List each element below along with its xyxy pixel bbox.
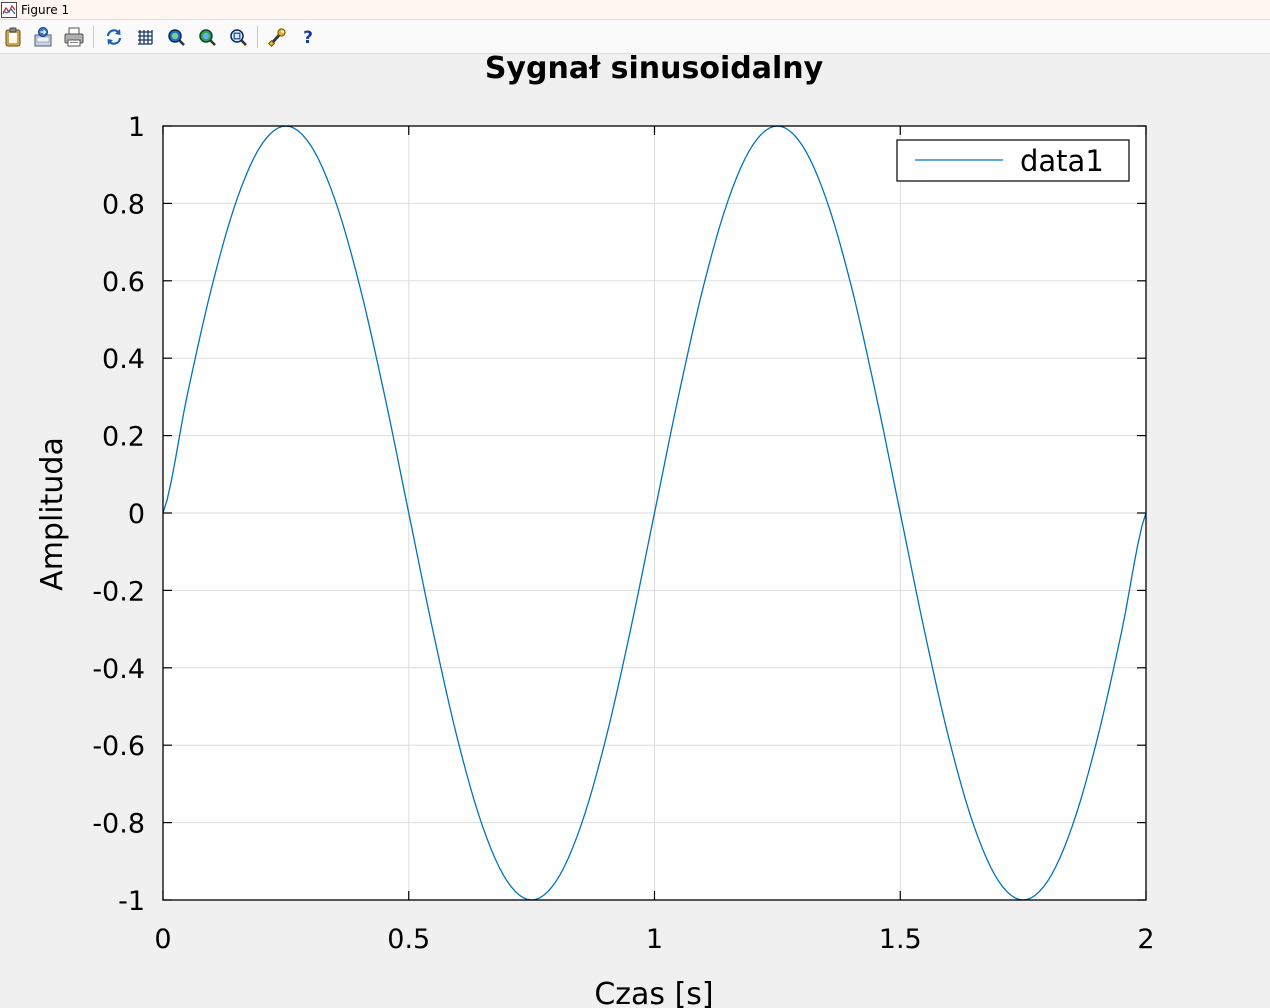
toolbar-separator — [257, 26, 258, 48]
y-tick-label: 1 — [128, 112, 145, 143]
zoom-in-icon[interactable] — [165, 26, 187, 48]
x-tick-label: 1 — [646, 924, 663, 955]
window-titlebar: Figure 1 — [0, 0, 1270, 20]
chart-title: Sygnał sinusoidalny — [485, 54, 824, 86]
window-title: Figure 1 — [21, 3, 70, 17]
y-tick-label: -0.4 — [92, 654, 145, 685]
x-axis-label: Czas [s] — [594, 977, 713, 1008]
figure-toolbar: ? — [0, 20, 1270, 54]
copy-clipboard-icon[interactable] — [2, 26, 24, 48]
y-tick-label: -0.6 — [92, 731, 145, 762]
print-icon[interactable] — [63, 26, 85, 48]
y-tick-label: -0.2 — [92, 576, 145, 607]
tick-marks — [162, 125, 1147, 901]
svg-text:?: ? — [303, 28, 313, 48]
y-tick-label: 0.6 — [102, 267, 145, 298]
y-axis-tick-labels: 1 0.8 0.6 0.4 0.2 0 -0.2 -0.4 -0.6 -0.8 -1 — [92, 112, 145, 917]
y-tick-label: 0.8 — [102, 189, 145, 220]
series-line-data1 — [162, 125, 1147, 901]
line-chart[interactable]: Sygnał sinusoidalny 0 0.5 1 1.5 2 1 0.8 0.6 0.4… — [0, 54, 1270, 1008]
y-tick-label: 0 — [128, 499, 145, 530]
properties-wrench-icon[interactable] — [266, 26, 288, 48]
autoscale-icon[interactable] — [227, 26, 249, 48]
x-tick-label: 1.5 — [879, 924, 922, 955]
figure-icon — [1, 2, 17, 18]
y-axis-label: Amplituda — [35, 437, 70, 591]
y-tick-label: 0.4 — [102, 344, 145, 375]
x-tick-label: 0 — [154, 924, 171, 955]
y-tick-label: -0.8 — [92, 809, 145, 840]
legend-entry-label: data1 — [1020, 144, 1104, 178]
toolbar-separator — [93, 26, 94, 48]
help-icon[interactable]: ? — [297, 26, 319, 48]
y-tick-label: 0.2 — [102, 422, 145, 453]
x-tick-label: 0.5 — [387, 924, 430, 955]
legend[interactable]: data1 — [896, 139, 1130, 182]
figure-canvas[interactable]: Sygnał sinusoidalny 0 0.5 1 1.5 2 1 0.8 0.6 0.4… — [0, 54, 1270, 1008]
x-tick-label: 2 — [1137, 924, 1154, 955]
x-axis-tick-labels: 0 0.5 1 1.5 2 — [154, 924, 1154, 955]
y-tick-label: -1 — [118, 886, 145, 917]
toggle-grid-icon[interactable] — [134, 26, 156, 48]
export-icon[interactable] — [32, 26, 54, 48]
refresh-axes-icon[interactable] — [103, 26, 125, 48]
series-layer — [162, 125, 1147, 901]
zoom-out-icon[interactable] — [196, 26, 218, 48]
